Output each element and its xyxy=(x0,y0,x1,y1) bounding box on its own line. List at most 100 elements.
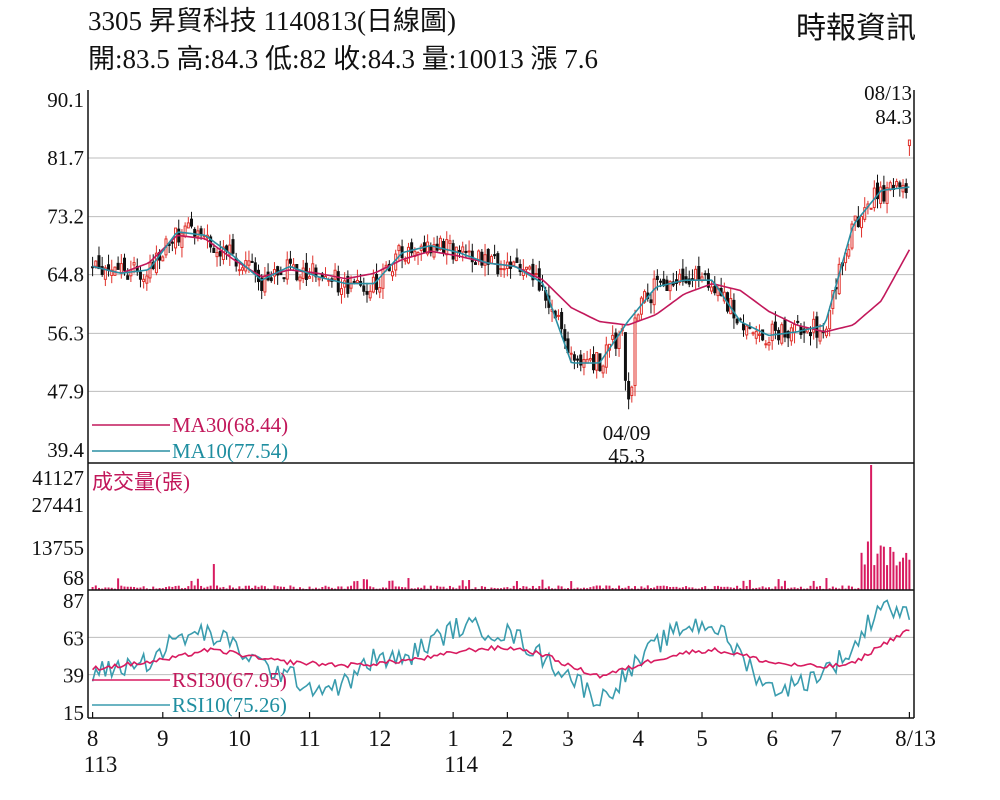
candle-body xyxy=(761,329,765,341)
volume-bar xyxy=(394,586,397,590)
candle-body xyxy=(454,246,458,262)
volume-bar xyxy=(681,587,684,590)
price-tick-label: 56.3 xyxy=(47,321,84,345)
candle-body xyxy=(796,320,800,323)
volume-bar xyxy=(196,578,199,590)
candle-body xyxy=(215,252,219,258)
volume-bar xyxy=(812,580,815,590)
volume-bar xyxy=(254,585,257,590)
candle-body xyxy=(863,207,867,220)
x-tick-label: 12 xyxy=(368,726,391,751)
volume-bar xyxy=(799,586,802,590)
volume-bar xyxy=(630,588,633,590)
volume-bar xyxy=(892,551,895,590)
volume-bar xyxy=(171,586,174,590)
candle-body xyxy=(116,262,120,270)
candle-body xyxy=(212,247,216,253)
volume-bar xyxy=(586,588,589,590)
candle-body xyxy=(633,317,637,387)
volume-bar xyxy=(177,585,180,590)
candle-body xyxy=(467,250,471,253)
candle-body xyxy=(697,265,701,280)
volume-bar xyxy=(369,586,372,590)
volume-bar xyxy=(423,585,426,590)
volume-bar xyxy=(337,586,340,590)
volume-bar xyxy=(356,580,359,590)
volume-bar xyxy=(793,587,796,590)
candle-body xyxy=(477,250,481,261)
candle-body xyxy=(694,268,698,281)
candle-body xyxy=(659,280,663,283)
legend-rsi30-label: RSI30(67.95) xyxy=(172,668,287,692)
volume-bar xyxy=(174,585,177,590)
volume-bar xyxy=(327,586,330,590)
candle-body xyxy=(560,311,564,330)
volume-bar xyxy=(461,580,464,590)
candle-body xyxy=(148,262,152,279)
high-annotation-date: 08/13 xyxy=(864,81,912,105)
candle-body xyxy=(295,264,299,281)
volume-bar xyxy=(216,585,219,590)
candle-body xyxy=(298,276,302,282)
volume-bar xyxy=(283,586,286,590)
volume-bar xyxy=(560,586,563,590)
volume-bar xyxy=(720,586,723,590)
x-tick-label: 9 xyxy=(157,726,169,751)
x-year-label: 113 xyxy=(84,752,118,777)
volume-bar xyxy=(289,585,292,590)
volume-bar xyxy=(570,581,573,590)
volume-bar xyxy=(704,586,707,590)
volume-bar xyxy=(624,587,627,590)
volume-bar xyxy=(857,587,860,590)
volume-bar xyxy=(806,588,809,590)
volume-tick-label: 27441 xyxy=(32,493,85,517)
volume-bar xyxy=(531,585,534,590)
candle-body xyxy=(713,285,717,294)
candle-body xyxy=(687,278,691,285)
volume-bar xyxy=(458,585,461,590)
volume-bar xyxy=(745,586,748,590)
volume-bar xyxy=(126,586,129,590)
volume-bar xyxy=(139,587,142,590)
volume-bar xyxy=(522,586,525,590)
candle-body xyxy=(856,216,860,228)
volume-bar xyxy=(902,557,905,590)
volume-bar xyxy=(324,585,327,590)
candle-body xyxy=(879,186,883,204)
volume-bar xyxy=(97,587,100,590)
candle-body xyxy=(885,187,889,204)
candle-body xyxy=(489,255,493,264)
volume-bar xyxy=(468,580,471,590)
volume-bar xyxy=(180,588,183,590)
volume-bar xyxy=(755,587,758,590)
candle-body xyxy=(869,207,873,210)
volume-bar xyxy=(362,579,365,590)
volume-bar xyxy=(484,586,487,590)
candle-body xyxy=(100,266,104,275)
candle-body xyxy=(493,254,497,257)
candle-body xyxy=(764,343,768,346)
candle-body xyxy=(627,381,631,400)
candle-body xyxy=(770,323,774,342)
candle-body xyxy=(812,318,816,333)
candle-body xyxy=(445,239,449,256)
volume-bar xyxy=(544,587,547,590)
candle-body xyxy=(748,326,752,329)
volume-bar xyxy=(94,585,97,590)
candle-body xyxy=(190,218,194,227)
candle-body xyxy=(186,222,190,229)
candle-body xyxy=(301,267,305,279)
x-tick-label: 5 xyxy=(696,726,708,751)
volume-bar xyxy=(643,587,646,590)
volume-bar xyxy=(330,587,333,590)
candle-body xyxy=(556,314,560,317)
candle-body xyxy=(193,228,197,237)
volume-bar xyxy=(819,585,822,590)
volume-bar xyxy=(110,587,113,590)
volume-bar xyxy=(512,585,515,590)
volume-bar xyxy=(752,588,755,590)
volume-bar xyxy=(547,586,550,590)
candle-body xyxy=(247,260,251,266)
volume-bar xyxy=(691,587,694,590)
